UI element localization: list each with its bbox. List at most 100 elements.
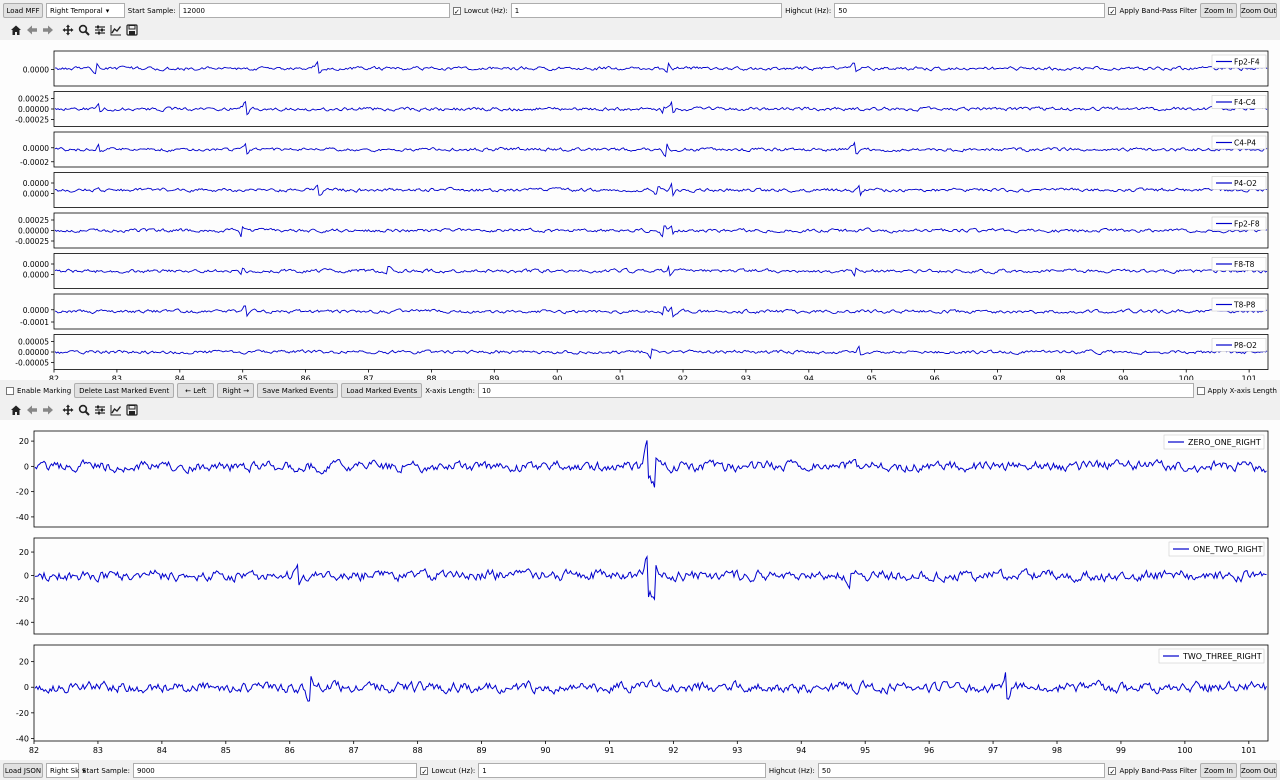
legend-box — [1211, 95, 1267, 109]
x-tick-label: 89 — [476, 746, 486, 755]
lowcut-checkbox[interactable]: ✓ Lowcut (Hz): — [452, 6, 508, 16]
x-tick-label: 89 — [489, 375, 499, 381]
legend-label: ONE_TWO_RIGHT — [1193, 545, 1263, 554]
y-tick-label: 0.0000 — [23, 66, 49, 75]
top-control-bar: Load MFF Right Temporal ▾ Start Sample: … — [0, 1, 1280, 20]
right-button[interactable]: Right → — [217, 383, 255, 398]
left-button[interactable]: ← Left — [177, 383, 215, 398]
enable-marking-label: Enable Marking — [17, 386, 72, 395]
start-sample-input[interactable]: 12000 — [178, 3, 450, 18]
xaxis-length-input[interactable]: 10 — [477, 383, 1194, 398]
pan-icon[interactable] — [61, 404, 74, 417]
back-icon[interactable] — [25, 404, 38, 417]
y-tick-label: -40 — [16, 734, 29, 743]
x-tick-label: 82 — [29, 746, 39, 755]
montage-select-value: Right Temporal — [50, 6, 103, 15]
zoom-out-button[interactable]: Zoom Out — [1239, 763, 1277, 778]
save-events-button[interactable]: Save Marked Events — [257, 383, 339, 398]
y-tick-label: -20 — [16, 488, 29, 497]
bandpass-checkbox[interactable]: ✓ Apply Band-Pass Filter — [1108, 6, 1198, 16]
channel-axes — [53, 172, 1269, 208]
start-sample-input[interactable]: 9000 — [132, 763, 418, 778]
check-icon: ✓ — [1108, 766, 1117, 776]
lowcut-label: Lowcut (Hz): — [463, 6, 508, 15]
eeg-trace-P8-O2 — [54, 345, 1268, 360]
eeg-trace-T8-P8 — [54, 305, 1268, 318]
load-mff-button[interactable]: Load MFF — [3, 3, 43, 18]
legend: C4-P4 — [1211, 135, 1267, 150]
enable-marking-checkbox[interactable]: Enable Marking — [6, 386, 72, 395]
x-tick-label: 100 — [1177, 746, 1192, 755]
delete-last-event-button[interactable]: Delete Last Marked Event — [74, 383, 175, 398]
bandpass-label: Apply Band-Pass Filter — [1119, 6, 1198, 15]
y-tick-label: -0.0001 — [20, 318, 49, 327]
edit-axis-icon[interactable] — [109, 24, 122, 37]
zoom-icon[interactable] — [77, 24, 90, 37]
configure-icon[interactable] — [93, 24, 106, 37]
x-tick-label: 96 — [924, 746, 934, 755]
legend-label: P4-O2 — [1234, 179, 1257, 188]
zoom-in-button[interactable]: Zoom In — [1200, 3, 1238, 18]
pan-icon[interactable] — [61, 24, 74, 37]
y-tick-label: 0.0000 — [23, 260, 49, 269]
x-tick-label: 99 — [1118, 375, 1128, 381]
zoom-icon[interactable] — [77, 404, 90, 417]
xaxis-length-label: X-axis Length: — [425, 386, 475, 395]
highcut-input[interactable]: 50 — [834, 3, 1106, 18]
load-events-button[interactable]: Load Marked Events — [341, 383, 423, 398]
home-icon[interactable] — [9, 404, 22, 417]
checkbox-box — [1196, 386, 1205, 395]
y-tick-label: 0.00000 — [18, 227, 49, 236]
x-tick-label: 91 — [604, 746, 614, 755]
zoom-out-button[interactable]: Zoom Out — [1240, 3, 1278, 18]
back-icon[interactable] — [25, 24, 38, 37]
x-tick-label: 94 — [804, 375, 814, 381]
x-tick-label: 82 — [49, 375, 59, 381]
save-icon[interactable] — [125, 404, 138, 417]
eeg-channel-figure[interactable]: 0.0000Fp2-F40.000250.00000-0.00025F4-C40… — [0, 40, 1280, 380]
save-icon[interactable] — [125, 24, 138, 37]
y-tick-label: -0.00025 — [15, 237, 49, 246]
legend-label: ZERO_ONE_RIGHT — [1188, 438, 1261, 447]
channel-axes — [33, 644, 1269, 742]
x-tick-label: 101 — [1241, 746, 1256, 755]
x-tick-label: 85 — [221, 746, 231, 755]
legend-box — [1163, 434, 1265, 450]
legend-label: F8-T8 — [1234, 260, 1255, 269]
montage-select-bottom[interactable]: Right Sk ▾ — [46, 763, 86, 778]
montage-select[interactable]: Right Temporal ▾ — [46, 3, 125, 18]
legend-label: T8-P8 — [1233, 301, 1256, 310]
legend: P4-O2 — [1211, 176, 1267, 190]
legend-label: TWO_THREE_RIGHT — [1182, 652, 1262, 661]
configure-icon[interactable] — [93, 404, 106, 417]
y-tick-label: 0.00000 — [18, 105, 49, 114]
x-tick-label: 90 — [540, 746, 550, 755]
home-icon[interactable] — [9, 24, 22, 37]
x-tick-label: 96 — [930, 375, 940, 381]
y-tick-label: -0.00025 — [15, 116, 49, 125]
y-tick-label: 0.00000 — [18, 348, 49, 357]
highcut-input[interactable]: 50 — [817, 763, 1106, 778]
lowcut-input[interactable]: 1 — [478, 763, 766, 778]
eeg-trace-Fp2-F8 — [54, 225, 1268, 238]
edit-axis-icon[interactable] — [109, 404, 122, 417]
x-tick-label: 95 — [867, 375, 877, 381]
x-tick-label: 101 — [1241, 375, 1256, 381]
apply-xaxis-checkbox[interactable]: Apply X-axis Length — [1196, 386, 1277, 395]
bipolar-trace-ONE_TWO_RIGHT — [34, 555, 1267, 601]
y-tick-label: 20 — [19, 658, 29, 667]
bandpass-label: Apply Band-Pass Filter — [1119, 766, 1197, 775]
forward-icon[interactable] — [41, 24, 54, 37]
start-sample-label: Start Sample: — [82, 766, 130, 775]
highcut-label: Highcut (Hz): — [768, 766, 815, 775]
lowcut-input[interactable]: 1 — [510, 3, 783, 18]
legend-box — [1211, 176, 1267, 190]
legend-label: F4-C4 — [1234, 98, 1256, 107]
bandpass-checkbox[interactable]: ✓ Apply Band-Pass Filter — [1108, 766, 1197, 776]
lowcut-checkbox[interactable]: ✓ Lowcut (Hz): — [420, 766, 475, 776]
forward-icon[interactable] — [41, 404, 54, 417]
load-json-button[interactable]: Load JSON — [3, 763, 43, 778]
legend-box — [1211, 338, 1267, 352]
bipolar-channel-figure[interactable]: 20 0 -20 -40 ZERO_ONE_RIGHT 20 0 -20 -40 ONE_TWO_… — [0, 420, 1280, 760]
zoom-in-button[interactable]: Zoom In — [1199, 763, 1237, 778]
